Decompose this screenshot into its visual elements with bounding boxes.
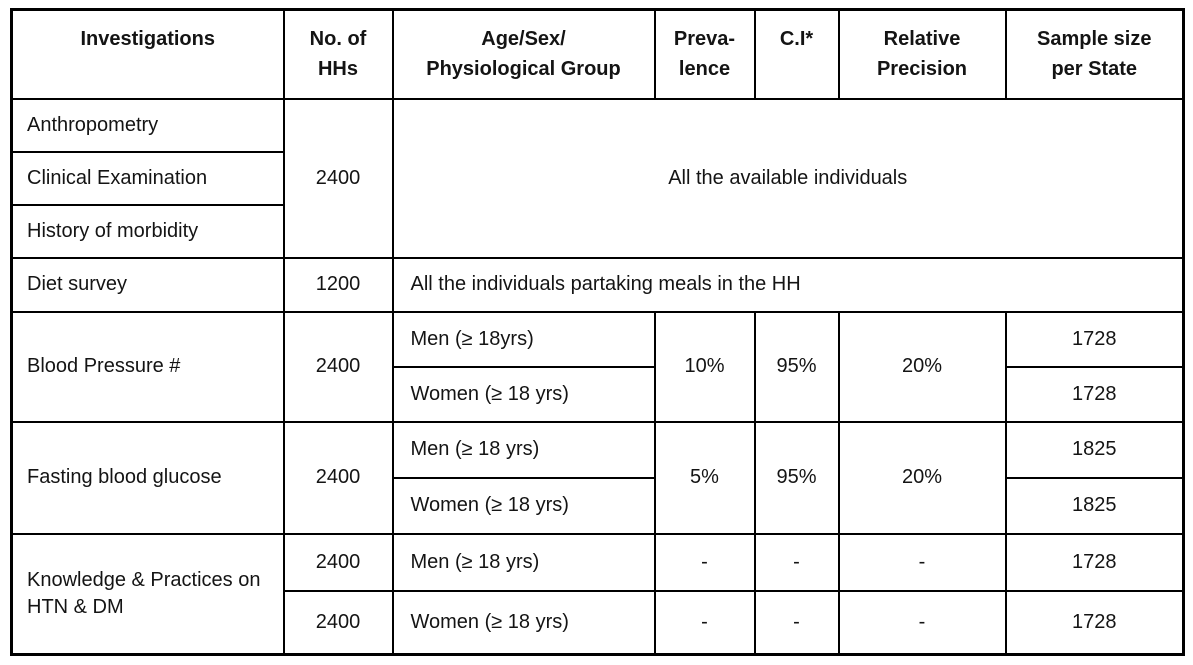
- cell-relative-precision-knowledge-men: -: [837, 532, 1007, 592]
- header-row: Investigations No. of HHs Age/Sex/ Physi…: [10, 8, 1185, 100]
- cell-ci-fasting-glucose: 95%: [753, 420, 840, 535]
- cell-group-bp-women: Women (≥ 18 yrs): [391, 365, 656, 423]
- cell-hhs-knowledge-men: 2400: [282, 532, 394, 592]
- cell-hhs-blood-pressure: 2400: [282, 310, 394, 423]
- header-sample-size-per-state: Sample size per State: [1004, 8, 1185, 100]
- header-relative-precision: Relative Precision: [837, 8, 1007, 100]
- cell-hhs-knowledge-women: 2400: [282, 589, 394, 656]
- cell-sample-bp-men: 1728: [1004, 310, 1185, 368]
- cell-group-fasting-women: Women (≥ 18 yrs): [391, 476, 656, 535]
- cell-note-all-available-individuals: All the available individuals: [391, 97, 1185, 259]
- header-age-sex-group: Age/Sex/ Physiological Group: [391, 8, 656, 100]
- row-blood-pressure-men: Blood Pressure # 2400 Men (≥ 18yrs) 10% …: [10, 310, 1185, 423]
- cell-sample-fasting-men: 1825: [1004, 420, 1185, 479]
- cell-investigation-blood-pressure: Blood Pressure #: [10, 310, 285, 423]
- row-fasting-glucose-men: Fasting blood glucose 2400 Men (≥ 18 yrs…: [10, 420, 1185, 535]
- cell-hhs-group1: 2400: [282, 97, 394, 259]
- cell-ci-knowledge-men: -: [753, 532, 840, 592]
- cell-hhs-diet-survey: 1200: [282, 256, 394, 313]
- cell-investigation-knowledge-practices: Knowledge & Practices on HTN & DM: [10, 532, 285, 656]
- header-no-of-hhs: No. of HHs: [282, 8, 394, 100]
- row-anthropometry: Anthropometry 2400 All the available ind…: [10, 97, 1185, 259]
- row-clinical-examination: Clinical Examination: [10, 150, 1184, 206]
- cell-relative-precision-blood-pressure: 20%: [837, 310, 1007, 423]
- row-history-of-morbidity: History of morbidity: [10, 203, 1184, 259]
- cell-sample-knowledge-women: 1728: [1004, 589, 1185, 656]
- cell-sample-bp-women: 1728: [1004, 365, 1185, 423]
- cell-group-knowledge-men: Men (≥ 18 yrs): [391, 532, 656, 592]
- cell-group-knowledge-women: Women (≥ 18 yrs): [391, 589, 656, 656]
- cell-investigation-history-of-morbidity: History of morbidity: [10, 203, 285, 259]
- cell-relative-precision-fasting-glucose: 20%: [837, 420, 1007, 535]
- cell-investigation-clinical-examination: Clinical Examination: [10, 150, 285, 206]
- cell-prevalence-fasting-glucose: 5%: [653, 420, 756, 535]
- cell-investigation-fasting-glucose: Fasting blood glucose: [10, 420, 285, 535]
- cell-prevalence-blood-pressure: 10%: [653, 310, 756, 423]
- cell-sample-fasting-women: 1825: [1004, 476, 1185, 535]
- header-investigations: Investigations: [10, 8, 285, 100]
- cell-ci-blood-pressure: 95%: [753, 310, 840, 423]
- cell-group-fasting-men: Men (≥ 18 yrs): [391, 420, 656, 479]
- row-diet-survey: Diet survey 1200 All the individuals par…: [10, 256, 1185, 313]
- survey-sampling-table: Investigations No. of HHs Age/Sex/ Physi…: [10, 8, 1185, 656]
- cell-note-partaking-meals: All the individuals partaking meals in t…: [391, 256, 1185, 313]
- header-ci: C.I*: [753, 8, 840, 100]
- row-fasting-glucose-women: Women (≥ 18 yrs) 1825: [12, 476, 1185, 535]
- header-prevalence: Preva- lence: [653, 8, 756, 100]
- row-knowledge-men: Knowledge & Practices on HTN & DM 2400 M…: [10, 532, 1185, 656]
- cell-relative-precision-knowledge-women: -: [837, 589, 1007, 656]
- cell-prevalence-knowledge-men: -: [653, 532, 756, 592]
- cell-sample-knowledge-men: 1728: [1004, 532, 1185, 592]
- row-blood-pressure-women: Women (≥ 18 yrs) 1728: [12, 365, 1185, 423]
- cell-prevalence-knowledge-women: -: [653, 589, 756, 656]
- cell-investigation-diet-survey: Diet survey: [10, 256, 285, 313]
- cell-ci-knowledge-women: -: [753, 589, 840, 656]
- row-knowledge-women: 2400 Women (≥ 18 yrs) - - - 1728: [12, 589, 1185, 656]
- cell-group-bp-men: Men (≥ 18yrs): [391, 310, 656, 368]
- cell-hhs-fasting-glucose: 2400: [282, 420, 394, 535]
- cell-investigation-anthropometry: Anthropometry: [10, 97, 285, 153]
